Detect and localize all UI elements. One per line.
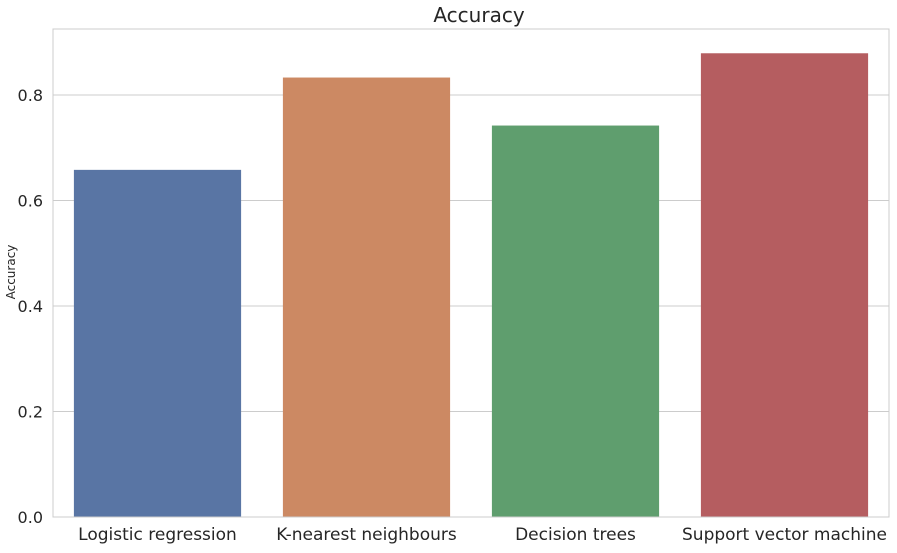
x-tick-label: Logistic regression <box>78 525 237 545</box>
y-tick-label: 0.6 <box>18 191 43 210</box>
x-tick-label: Decision trees <box>515 525 636 545</box>
plot-frame <box>52 28 890 518</box>
x-tick-labels: Logistic regression K-nearest neighbours D… <box>78 525 887 545</box>
bar <box>700 53 869 518</box>
bar <box>282 77 451 517</box>
bar <box>491 125 660 518</box>
y-tick-label: 0.2 <box>18 402 43 421</box>
bar <box>73 169 242 517</box>
x-tick-label: Support vector machine <box>682 525 887 545</box>
y-tick-labels: 0.0 0.2 0.4 0.6 0.8 <box>18 86 43 527</box>
bars <box>73 53 869 518</box>
y-tick-label: 0.8 <box>18 86 43 105</box>
y-axis-label: Accuracy <box>4 245 18 300</box>
x-tick-label: K-nearest neighbours <box>276 525 457 545</box>
chart-title: Accuracy <box>433 3 524 27</box>
y-tick-label: 0.0 <box>18 508 43 527</box>
y-tick-label: 0.4 <box>18 297 43 316</box>
